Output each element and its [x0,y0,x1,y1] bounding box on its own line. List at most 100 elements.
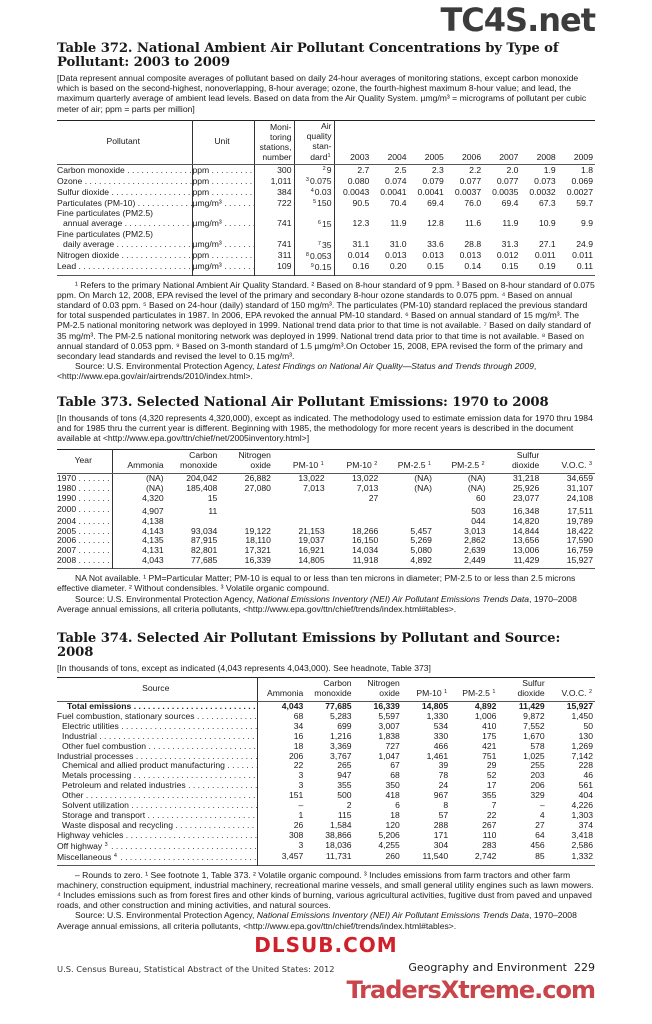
standard-value: 0.15 [314,261,332,272]
standard-cell: 40.03 [294,187,335,199]
footnote-marker: 3 [588,461,592,468]
standard-value: 0.03 [314,187,332,198]
watermark-bottom-row: TradersXtreme.com [57,975,596,1004]
value-cell: 7,013 [356,483,379,493]
table-372: Pollutant Unit Moni-toring stations, numbe… [57,119,595,276]
table-374-title: Table 374. Selected Air Pollutant Emissi… [57,631,561,661]
column-header-label: V.O.C. [561,460,587,471]
value-cell [219,517,273,527]
table-row: 1990 4,320 15 27 60 23,077 24,108 [57,493,595,504]
page-number: 229 [574,960,595,974]
value-cell: 19,037 [298,536,325,546]
pollutant-name: Carbon monoxide [57,164,125,175]
value-cell: 7,552 [523,721,545,731]
value-cell: 17,590 [566,536,593,546]
table-row: Waste disposal and recycling 26 1,584 120 28… [57,820,595,831]
value-cell: 0.11 [576,261,593,272]
empty-cell [558,230,595,240]
value-cell [166,517,220,527]
row-label-text: Total emissions [67,701,132,712]
table-row: Petroleum and related industries 3 355 350 2… [57,781,595,792]
footnote-marker: 1 [320,461,324,468]
row-label-text: Waste disposal and recycling [62,820,173,830]
value-cell: 171 [433,830,449,840]
value-cell [380,494,434,504]
value-cell: 16,339 [373,701,400,712]
pollutant-name: annual average [63,218,123,229]
column-header: PM-10 2 [326,449,381,474]
value-cell: 410 [482,721,497,731]
column-header-label: Source [142,683,170,694]
footnote-marker: 3 [305,177,309,184]
source-prefix: Source: U.S. Environmental Protection Ag… [75,593,257,604]
unit-cell: ppm [192,187,255,199]
unit: µmg/m³ [192,198,222,208]
table-row: 2007 4,131 82,801 17,321 16,921 14,034 5,080 2,… [57,546,595,557]
value-cell: 0.074 [385,176,407,186]
row-label-text: Electric utilities [62,721,119,731]
value-cell: 11,429 [513,556,540,566]
row-label: 1980 [57,483,113,494]
unit-cell: ppm [192,164,255,177]
row-label: Fuel combustion, stationary sources [57,711,258,722]
value-cell [380,517,434,527]
empty-cell [520,209,557,219]
column-header: Air quality stan-dard1 [294,119,335,166]
unit-cell: µmg/m³ [192,239,255,251]
value-cell: 38,866 [325,830,352,840]
value-cell: 0.0032 [529,187,556,197]
row-label-text: Other [62,791,84,801]
value-cell: 2.5 [394,164,407,175]
footnote-marker: 1 [327,152,331,159]
value-cell: (NA) [467,473,486,483]
table-373-headnote: [In thousands of tons (4,320 represents … [57,412,593,443]
value-cell: 18 [390,811,400,820]
table-row: daily averageµmg/m³74173531.131.033.628.… [57,239,595,251]
row-label: Solvent utilization [57,801,258,811]
value-cell: 0.079 [422,176,444,186]
standard-cell: 5150 [294,198,335,210]
value-cell: 17 [486,781,497,791]
empty-cell [254,229,295,240]
empty-cell [254,209,295,219]
standard-cell: 80.053 [294,250,335,262]
value-cell: 0.0035 [492,187,519,197]
value-cell: 14,844 [512,526,540,536]
value-cell: 418 [385,791,400,801]
value-cell: 8 [443,801,449,811]
value-cell: 1,269 [571,741,593,751]
column-header-label: Nitrogen oxide [367,678,400,699]
value-cell: 4,143 [142,526,164,536]
column-header-label: Nitrogen oxide [238,450,271,471]
value-cell: 4,131 [142,546,164,556]
value-cell: 9,872 [523,711,545,721]
value-cell: 500 [337,791,352,801]
empty-cell [334,209,371,219]
table-372-section: Table 372. National Ambient Air Pollutan… [57,42,595,382]
row-label-text: Highway vehicles [57,830,124,840]
table-372-headnote: [Data represent annual composite average… [57,73,587,114]
empty-cell [334,230,371,240]
row-label: Electric utilities [57,721,258,732]
value-cell: 27,080 [244,483,271,493]
column-header-label: PM-10 [346,460,372,471]
watermark-bottom: TradersXtreme.com [346,975,596,1004]
value-cell: 15 [207,493,218,503]
pollutant-label: Ozone [57,176,193,188]
value-cell: 60 [476,493,486,503]
value-cell: 31.1 [352,239,370,250]
row-label-text: Off highway [57,840,103,851]
table-372-title: Table 372. National Ambient Air Pollutan… [57,41,559,70]
row-label-text: Industrial [62,731,97,741]
table-row: Leadµmg/m³10990.150.160.200.150.140.150.… [57,261,595,275]
value-cell: 18 [293,741,304,751]
unit-cell: ppm [192,176,255,188]
row-label: Metals processing [57,771,258,782]
column-header: PM-2.5 1 [380,449,434,474]
source-prefix: Source: U.S. Environmental Protection Ag… [75,910,257,921]
table-row: annual averageµmg/m³74161512.311.912.811… [57,218,595,230]
source-url: , 1970–2008 Average annual emissions, al… [57,910,577,931]
value-cell [219,504,273,517]
pollutant-label: Nitrogen dioxide [57,250,193,262]
value-cell: 0.012 [496,250,519,261]
